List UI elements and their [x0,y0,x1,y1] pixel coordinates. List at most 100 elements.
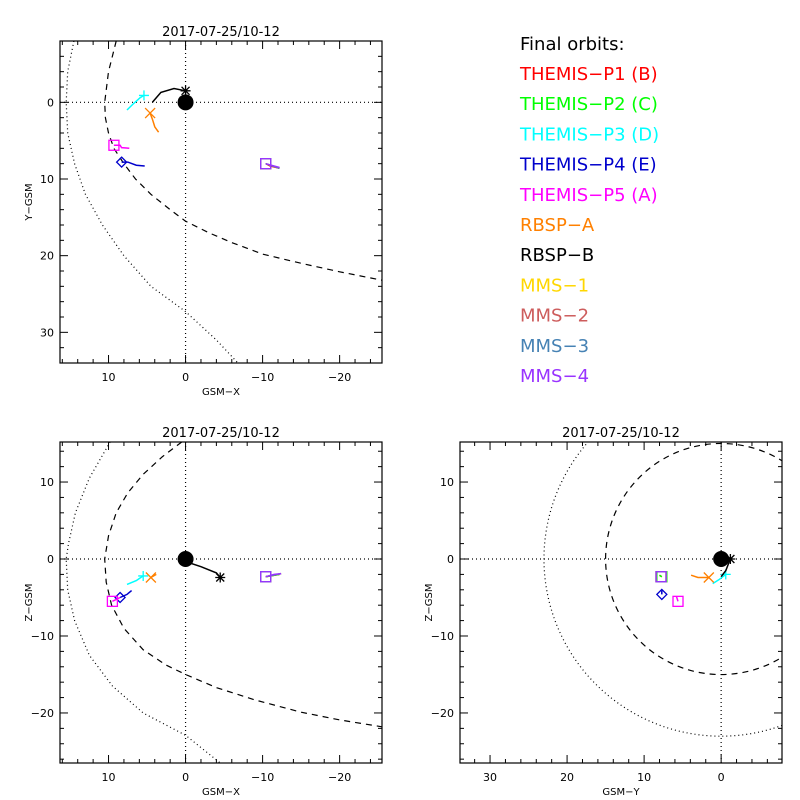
magnetopause-curve [605,442,782,676]
orbit-track-themis-p4-e [119,590,133,599]
magnetopause-curve [104,41,382,281]
position-marker-rbsp-b [215,572,226,583]
position-marker-mms-1 [260,158,272,170]
legend-entry: THEMIS−P5 (A) [519,185,658,206]
x-tick-label: 30 [483,771,497,784]
position-marker-themis-p3-d [138,570,149,581]
x-tick-label: −20 [328,771,351,784]
plot-area [60,442,382,763]
chart-title: 2017-07-25/10-12 [562,426,680,441]
orbit-track-themis-p3-d [712,573,727,585]
y-tick-label: 10 [40,476,54,489]
y-tick-label: 10 [40,173,54,186]
plot-area [60,41,382,363]
bow-shock-curve [65,442,221,763]
legend-entry: THEMIS−P3 (D) [519,124,659,145]
tick-marks [60,40,382,364]
bow-shock-curve [65,41,239,363]
x-tick-label: 0 [182,771,189,784]
panel-xy-plane: 2017-07-25/10-12 10 0 −10 −20 0 10 20 30 GSM−X Y−G… [24,25,383,398]
x-tick-label: −20 [328,371,351,384]
position-marker-mms-4 [655,571,667,583]
position-marker-mms-3 [260,158,272,170]
plot-frame [59,441,383,764]
orbit-track-rbsp-a [149,112,160,133]
legend-entry: THEMIS−P4 (E) [519,155,657,176]
legend-entry: RBSP−A [520,215,595,236]
position-marker-rbsp-a [145,572,157,583]
tick-marks [460,442,782,763]
y-tick-label: 10 [440,476,454,489]
y-tick-label: −20 [431,707,454,720]
y-tick-label: 0 [47,553,54,566]
orbit-track-themis-p3-d [126,94,145,111]
position-marker-themis-p1-b [260,158,272,170]
y-tick-label: −10 [431,630,454,643]
position-marker-rbsp-a [703,572,715,583]
y-tick-label: −10 [31,630,54,643]
orbit-track-rbsp-b [151,87,186,103]
earth-marker [177,94,194,111]
position-marker-themis-p5-a [672,595,684,607]
x-tick-label: 0 [718,771,725,784]
position-marker-themis-p2-c [656,571,668,583]
x-axis-label: GSM−X [202,787,240,798]
x-tick-label: −10 [251,771,274,784]
bow-shock-curve [543,442,782,737]
position-marker-themis-p4-e [115,156,128,169]
position-marker-mms-4 [260,158,272,170]
chart-title: 2017-07-25/10-12 [162,426,280,441]
x-tick-label: 10 [637,771,651,784]
plot-frame [459,441,783,764]
panel-xz-plane: 2017-07-25/10-12 10 0 −10 −20 10 0 −10 −20 GSM−X Z… [24,426,383,798]
position-marker-rbsp-b [725,554,736,565]
orbit-track-rbsp-b [720,558,732,578]
y-axis-label: Y−GSM [24,183,35,221]
y-axis-label: Z−GSM [424,584,435,622]
position-marker-themis-p1-b [656,571,668,583]
x-tick-label: 10 [102,771,116,784]
position-marker-themis-p4-e [655,588,668,601]
x-tick-label: 10 [102,371,116,384]
panel-yz-plane: 2017-07-25/10-12 30 20 10 0 10 0 −10 −20 GSM−Y Z−G… [424,426,783,798]
orbit-track-themis-p5-a [113,144,130,150]
y-tick-label: 0 [447,553,454,566]
y-axis-label: Z−GSM [24,584,35,622]
position-marker-mms-4 [260,571,272,583]
position-marker-themis-p2-c [260,158,272,170]
legend-entry: MMS−2 [520,306,589,327]
magnetopause-curve [104,442,382,728]
x-tick-label: 0 [182,371,189,384]
plot-frame [59,40,383,364]
y-tick-label: 20 [40,250,54,263]
orbit-track-themis-p5-a [675,596,679,602]
orbit-track-themis-p3-d [126,575,144,586]
x-axis-label: GSM−Y [602,787,640,798]
x-tick-label: 20 [560,771,574,784]
orbit-track-mms-4 [265,572,282,578]
orbit-track-rbsp-a [690,574,709,579]
legend-entry: MMS−3 [520,336,589,357]
legend-entry: RBSP−B [520,245,594,266]
y-tick-label: −20 [31,707,54,720]
x-tick-label: −10 [251,371,274,384]
y-tick-label: 30 [40,326,54,339]
y-tick-label: 0 [47,96,54,109]
earth-marker [713,551,730,568]
orbit-track-mms-4 [265,162,280,169]
legend-entry: MMS−4 [520,366,589,387]
legend-title: Final orbits: [520,34,625,55]
x-axis-label: GSM−X [202,387,240,398]
legend-entry: THEMIS−P1 (B) [519,64,658,85]
earth-marker [177,551,194,568]
position-marker-rbsp-a [144,107,156,119]
legend: Final orbits: THEMIS−P1 (B) THEMIS−P2 (C)… [519,34,659,387]
orbit-track-themis-p2-c [659,574,663,578]
position-marker-themis-p5-a [108,139,120,151]
chart-title: 2017-07-25/10-12 [162,25,280,40]
legend-entry: THEMIS−P2 (C) [519,94,658,115]
position-marker-themis-p5-a [106,595,119,607]
tick-marks [60,442,382,763]
position-marker-mms-2 [260,158,272,170]
